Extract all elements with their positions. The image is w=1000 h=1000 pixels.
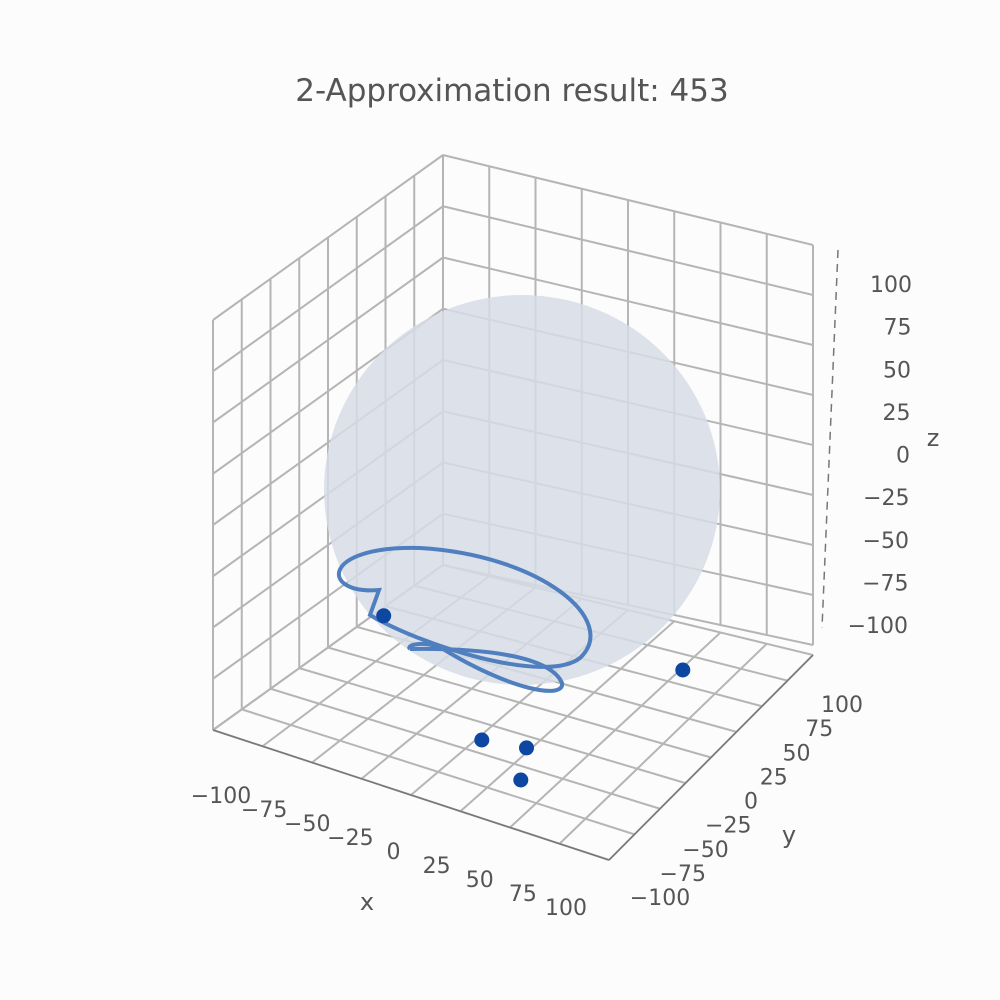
side-wall-grid-line [212, 205, 444, 373]
y-tick-label: 0 [744, 790, 758, 815]
z-axis-label: z [927, 424, 940, 452]
data-point [376, 608, 392, 624]
data-point [474, 732, 490, 748]
y-axis-line [608, 654, 814, 861]
side-wall-grid-line [212, 154, 444, 321]
z-tick-label: 100 [870, 273, 912, 298]
z-tick-label: 75 [884, 316, 912, 341]
z-tick-labels: −100 −75 −50 −25 0 25 50 75 100 [848, 273, 912, 639]
z-axis-line [821, 249, 839, 629]
chart-title: 2-Approximation result: 453 [295, 73, 728, 109]
x-tick-label: −75 [241, 798, 287, 823]
x-tick-label: 0 [387, 840, 401, 865]
route-lines [337, 545, 593, 693]
data-point [519, 740, 534, 756]
y-tick-label: 75 [805, 717, 833, 742]
y-tick-label: 100 [821, 693, 863, 718]
data-points [376, 608, 691, 788]
x-tick-label: 25 [423, 854, 451, 879]
data-point [675, 662, 691, 678]
y-tick-label: 50 [783, 741, 811, 766]
x-tick-label: 50 [466, 868, 494, 893]
y-tick-label: −25 [705, 814, 751, 839]
floor-grid-line [327, 646, 712, 759]
floor-grid-line [459, 620, 675, 812]
z-tick-label: −50 [863, 529, 909, 554]
x-tick-label: 100 [545, 896, 587, 921]
x-tick-label: 75 [509, 882, 537, 907]
route-loop-2 [407, 641, 564, 693]
y-tick-label: −50 [682, 838, 728, 863]
z-tick-label: 0 [896, 444, 910, 469]
x-tick-label: −100 [191, 784, 251, 809]
side-wall-grid-line [212, 256, 444, 424]
sphere [324, 295, 720, 685]
back-wall-grid-line [442, 154, 814, 246]
z-tick-label: 50 [883, 358, 911, 383]
floor-grid-line [558, 643, 768, 845]
x-tick-labels: −100−75−50−25 0 25 50 75 100 [191, 784, 587, 921]
y-tick-label: −100 [630, 886, 690, 911]
route-loop-1 [337, 545, 593, 669]
back-wall-grid-line [442, 205, 814, 296]
x-axis-line [212, 729, 610, 861]
x-tick-label: −25 [327, 826, 373, 851]
y-tick-label: −75 [660, 862, 706, 887]
sphere-surface [324, 295, 720, 685]
y-tick-label: 25 [760, 765, 788, 790]
z-tick-label: −25 [863, 486, 909, 511]
y-axis-label: y [782, 821, 796, 849]
z-tick-label: −100 [848, 614, 908, 639]
back-wall-grid-line [442, 256, 814, 346]
x-tick-label: −50 [284, 812, 330, 837]
z-tick-label: 25 [883, 401, 911, 426]
data-point [513, 772, 529, 788]
x-axis-label: x [360, 888, 374, 916]
z-tick-label: −75 [862, 571, 908, 596]
